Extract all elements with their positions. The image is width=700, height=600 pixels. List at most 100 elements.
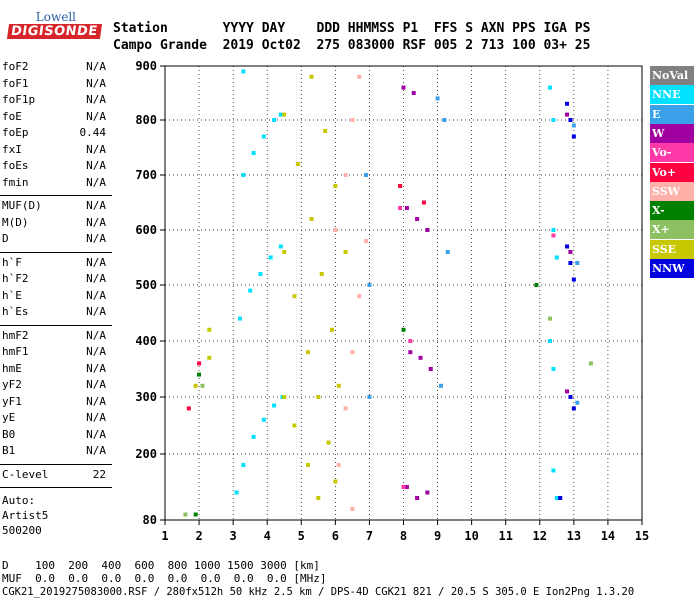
auto-line: Auto: <box>2 494 36 507</box>
data-point-sse <box>282 250 287 254</box>
data-point-sse <box>333 479 338 484</box>
data-point-sse <box>292 294 297 299</box>
data-point-ssw <box>333 228 338 232</box>
param-name: h`F2 <box>2 272 29 285</box>
param-name: M(D) <box>2 215 29 229</box>
data-point-nne <box>261 417 266 422</box>
data-point-sse <box>323 129 328 133</box>
data-point-nne <box>551 367 556 371</box>
y-tick-label: 300 <box>135 390 157 404</box>
param-separator <box>0 463 112 465</box>
param-value: 22 <box>92 467 106 481</box>
data-point-nne <box>278 244 283 249</box>
param-name: h`F <box>2 255 22 269</box>
header-labels: Station YYYY DAY DDD HHMMSS P1 FFS S AXN… <box>113 21 591 36</box>
param-value: N/A <box>86 175 106 189</box>
param-value: N/A <box>86 159 106 172</box>
data-point-e <box>364 173 369 177</box>
data-point-e <box>438 383 443 388</box>
data-point-sse <box>343 250 348 254</box>
param-name: foF1 <box>2 76 29 90</box>
data-point-sse <box>306 463 311 467</box>
data-point-w <box>565 112 570 117</box>
x-tick-label: 11 <box>498 529 512 543</box>
legend-item: Vo+ <box>650 162 694 182</box>
data-point-x- <box>534 283 539 287</box>
data-point-e <box>442 118 447 122</box>
data-point-x- <box>401 327 406 332</box>
data-point-sse <box>292 423 297 428</box>
param-name: B1 <box>2 444 16 457</box>
data-point-w <box>565 389 570 394</box>
data-point-ssw <box>350 350 355 355</box>
data-point-w <box>425 228 430 232</box>
param-value: 0.44 <box>79 126 107 139</box>
data-point-w <box>415 217 420 221</box>
param-value: N/A <box>86 378 106 391</box>
legend-item: X+ <box>650 220 694 240</box>
data-point-nne <box>551 468 556 473</box>
data-point-e <box>367 283 372 287</box>
data-point-nne <box>241 69 246 74</box>
data-point-w <box>415 496 420 500</box>
data-point-nne <box>258 272 263 276</box>
param-name: hmF2 <box>2 328 29 342</box>
param-value: N/A <box>86 427 106 441</box>
param-separator <box>0 324 112 326</box>
data-point-nne <box>272 403 277 408</box>
legend-item: SSE <box>650 239 694 259</box>
param-value: N/A <box>86 272 106 285</box>
data-point-sse <box>316 496 321 500</box>
data-point-vo+ <box>186 406 191 411</box>
data-point-x+ <box>183 512 188 517</box>
data-point-sse <box>319 272 324 276</box>
param-value: N/A <box>86 361 106 375</box>
x-tick-label: 5 <box>298 529 305 543</box>
data-point-ssw <box>343 173 348 177</box>
legend-item: NoVal <box>650 66 694 85</box>
data-point-sse <box>309 74 314 79</box>
data-point-nne <box>248 288 253 293</box>
data-point-vo+ <box>421 200 426 205</box>
data-point-sse <box>333 184 338 188</box>
param-name: fmin <box>2 175 29 189</box>
data-point-e <box>445 250 450 254</box>
logo-line1: Lowell <box>35 10 76 24</box>
x-tick-label: 1 <box>161 529 168 543</box>
file-footer: CGK21_2019275083000.RSF / 280fx512h 50 k… <box>2 586 635 598</box>
param-value: N/A <box>86 328 106 342</box>
data-point-sse <box>295 162 300 166</box>
data-point-nne <box>548 85 553 90</box>
lowell-digisonde-logo: Lowell DIGISONDE <box>6 10 102 46</box>
data-point-e <box>571 123 576 128</box>
data-point-nne <box>551 118 556 122</box>
data-point-vo- <box>398 206 403 210</box>
data-point-ssw <box>343 406 348 411</box>
param-value: N/A <box>86 288 106 302</box>
legend-item: X- <box>650 201 694 221</box>
data-point-nne <box>237 316 242 321</box>
data-point-ssw <box>336 463 341 467</box>
param-name: B0 <box>2 427 16 441</box>
param-value: N/A <box>86 255 106 269</box>
data-point-nne <box>234 490 239 495</box>
data-point-sse <box>336 383 341 388</box>
data-point-nnw <box>565 244 570 249</box>
param-name: h`E <box>2 288 22 302</box>
param-name: yF1 <box>2 394 22 408</box>
param-name: yE <box>2 411 16 424</box>
param-separator <box>0 251 112 253</box>
data-point-x- <box>193 512 198 517</box>
x-tick-label: 6 <box>332 529 339 543</box>
data-point-sse <box>282 112 287 117</box>
data-point-nne <box>261 134 266 139</box>
legend-item: W <box>650 123 694 143</box>
x-tick-label: 2 <box>195 529 202 543</box>
data-point-nne <box>268 255 273 260</box>
data-point-e <box>575 400 580 405</box>
x-tick-label: 10 <box>464 529 478 543</box>
data-point-nne <box>278 112 283 117</box>
legend-item: NNE <box>650 85 694 105</box>
y-tick-label: 400 <box>135 334 157 348</box>
